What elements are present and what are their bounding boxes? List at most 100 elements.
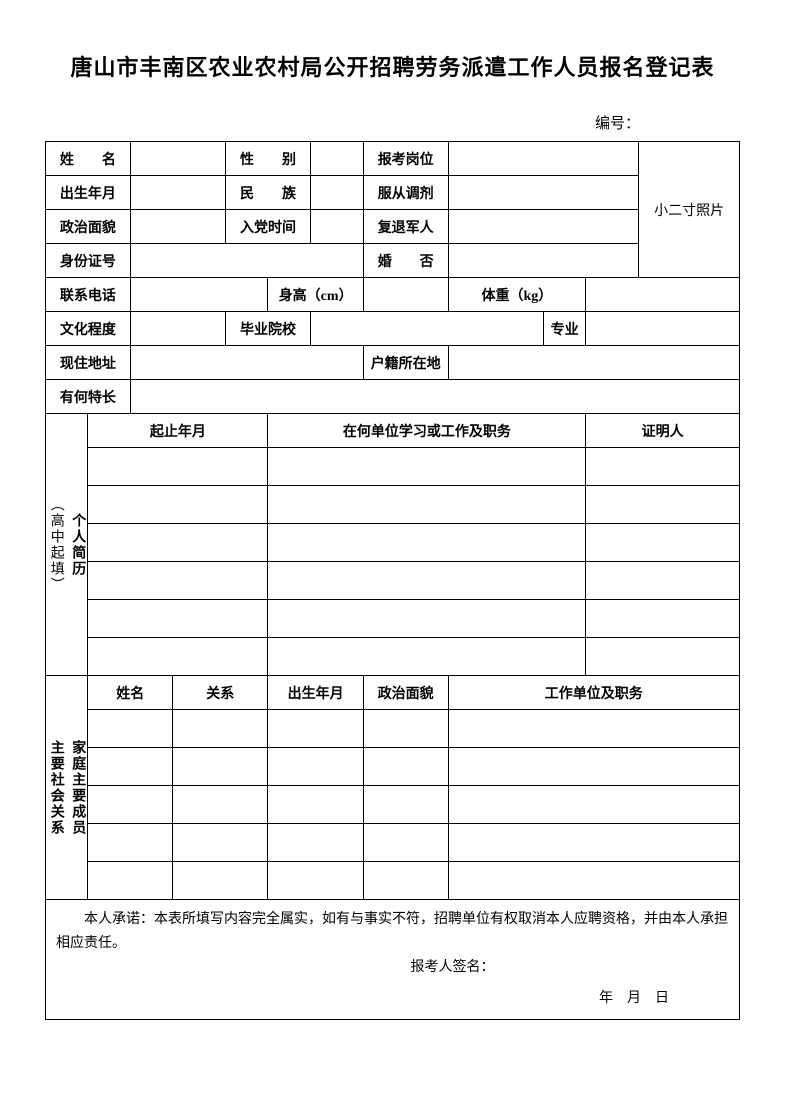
field-education[interactable] xyxy=(130,312,225,346)
resume-unit[interactable] xyxy=(268,600,586,638)
label-major: 专业 xyxy=(543,312,585,346)
field-school[interactable] xyxy=(310,312,543,346)
resume-period[interactable] xyxy=(88,638,268,676)
family-name[interactable] xyxy=(88,748,173,786)
field-ethnicity[interactable] xyxy=(310,176,363,210)
resume-period[interactable] xyxy=(88,448,268,486)
resume-witness[interactable] xyxy=(586,600,740,638)
declaration-text: 本人承诺：本表所填写内容完全属实，如有与事实不符，招聘单位有权取消本人应聘资格，… xyxy=(56,908,729,956)
serial-number-label: 编号： xyxy=(45,112,740,133)
resume-unit[interactable] xyxy=(268,638,586,676)
photo-placeholder: 小二寸照片 xyxy=(639,142,740,278)
label-marital: 婚 否 xyxy=(363,244,448,278)
family-work[interactable] xyxy=(448,862,739,900)
family-col-name: 姓名 xyxy=(88,676,173,710)
family-birth[interactable] xyxy=(268,710,363,748)
resume-unit[interactable] xyxy=(268,562,586,600)
resume-period[interactable] xyxy=(88,562,268,600)
field-hukou[interactable] xyxy=(448,346,739,380)
field-address[interactable] xyxy=(130,346,363,380)
field-veteran[interactable] xyxy=(448,210,639,244)
family-relation[interactable] xyxy=(173,862,268,900)
field-party-time[interactable] xyxy=(310,210,363,244)
label-obey: 服从调剂 xyxy=(363,176,448,210)
label-birth: 出生年月 xyxy=(46,176,131,210)
resume-period[interactable] xyxy=(88,524,268,562)
resume-witness[interactable] xyxy=(586,448,740,486)
label-position: 报考岗位 xyxy=(363,142,448,176)
family-political[interactable] xyxy=(363,824,448,862)
label-political: 政治面貌 xyxy=(46,210,131,244)
label-id: 身份证号 xyxy=(46,244,131,278)
label-phone: 联系电话 xyxy=(46,278,131,312)
field-height[interactable] xyxy=(363,278,448,312)
family-birth[interactable] xyxy=(268,824,363,862)
family-work[interactable] xyxy=(448,710,739,748)
resume-unit[interactable] xyxy=(268,448,586,486)
resume-col-witness: 证明人 xyxy=(586,414,740,448)
date-label: 年 月 日 xyxy=(56,987,729,1011)
field-name[interactable] xyxy=(130,142,225,176)
field-weight[interactable] xyxy=(586,278,740,312)
family-section-label: 主要社会关系 家庭主要成员 xyxy=(46,676,88,900)
family-name[interactable] xyxy=(88,862,173,900)
family-work[interactable] xyxy=(448,786,739,824)
family-birth[interactable] xyxy=(268,862,363,900)
resume-unit[interactable] xyxy=(268,486,586,524)
label-party-time: 入党时间 xyxy=(226,210,311,244)
family-birth[interactable] xyxy=(268,748,363,786)
label-height: 身高（cm） xyxy=(268,278,363,312)
field-phone[interactable] xyxy=(130,278,268,312)
resume-witness[interactable] xyxy=(586,638,740,676)
resume-period[interactable] xyxy=(88,600,268,638)
family-col-political: 政治面貌 xyxy=(363,676,448,710)
family-relation[interactable] xyxy=(173,710,268,748)
field-gender[interactable] xyxy=(310,142,363,176)
family-name[interactable] xyxy=(88,710,173,748)
label-hukou: 户籍所在地 xyxy=(363,346,448,380)
signature-label: 报考人签名： xyxy=(56,956,729,980)
resume-col-unit: 在何单位学习或工作及职务 xyxy=(268,414,586,448)
label-name: 姓 名 xyxy=(46,142,131,176)
field-obey[interactable] xyxy=(448,176,639,210)
family-relation[interactable] xyxy=(173,824,268,862)
page-title: 唐山市丰南区农业农村局公开招聘劳务派遣工作人员报名登记表 xyxy=(45,50,740,82)
family-work[interactable] xyxy=(448,748,739,786)
label-weight: 体重（kg） xyxy=(448,278,586,312)
family-political[interactable] xyxy=(363,862,448,900)
resume-witness[interactable] xyxy=(586,524,740,562)
resume-witness[interactable] xyxy=(586,486,740,524)
field-id[interactable] xyxy=(130,244,363,278)
family-col-relation: 关系 xyxy=(173,676,268,710)
family-political[interactable] xyxy=(363,748,448,786)
family-name[interactable] xyxy=(88,786,173,824)
family-col-birth: 出生年月 xyxy=(268,676,363,710)
label-veteran: 复退军人 xyxy=(363,210,448,244)
registration-table: 姓 名 性 别 报考岗位 小二寸照片 出生年月 民 族 服从调剂 政治面貌 入党… xyxy=(45,141,740,1020)
family-relation[interactable] xyxy=(173,748,268,786)
resume-section-label: （高中起填） 个人简历 xyxy=(46,414,88,676)
resume-witness[interactable] xyxy=(586,562,740,600)
field-specialty[interactable] xyxy=(130,380,739,414)
label-school: 毕业院校 xyxy=(226,312,311,346)
resume-col-period: 起止年月 xyxy=(88,414,268,448)
family-col-work: 工作单位及职务 xyxy=(448,676,739,710)
field-political[interactable] xyxy=(130,210,225,244)
field-marital[interactable] xyxy=(448,244,639,278)
family-political[interactable] xyxy=(363,710,448,748)
field-birth[interactable] xyxy=(130,176,225,210)
resume-unit[interactable] xyxy=(268,524,586,562)
label-specialty: 有何特长 xyxy=(46,380,131,414)
resume-period[interactable] xyxy=(88,486,268,524)
family-relation[interactable] xyxy=(173,786,268,824)
label-gender: 性 别 xyxy=(226,142,311,176)
field-position[interactable] xyxy=(448,142,639,176)
label-ethnicity: 民 族 xyxy=(226,176,311,210)
family-work[interactable] xyxy=(448,824,739,862)
family-name[interactable] xyxy=(88,824,173,862)
label-education: 文化程度 xyxy=(46,312,131,346)
family-birth[interactable] xyxy=(268,786,363,824)
family-political[interactable] xyxy=(363,786,448,824)
field-major[interactable] xyxy=(586,312,740,346)
label-address: 现住地址 xyxy=(46,346,131,380)
